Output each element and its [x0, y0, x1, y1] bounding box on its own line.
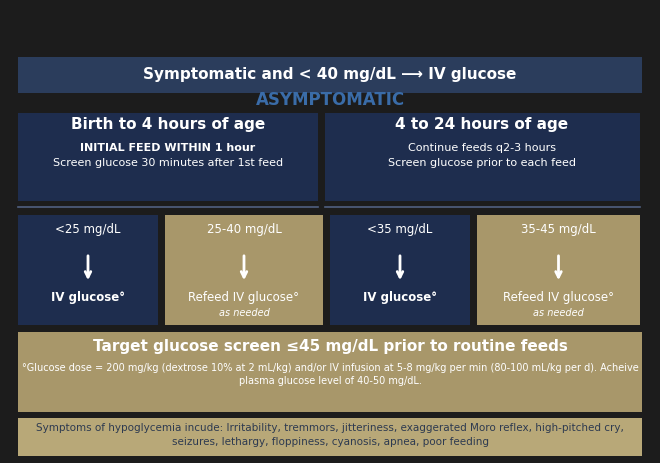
Bar — [325, 113, 640, 201]
Text: Birth to 4 hours of age: Birth to 4 hours of age — [71, 118, 265, 132]
Text: Screen glucose 30 minutes after 1st feed: Screen glucose 30 minutes after 1st feed — [53, 158, 283, 168]
Text: Screen glucose prior to each feed: Screen glucose prior to each feed — [388, 158, 576, 168]
Bar — [18, 215, 158, 325]
Bar — [330, 215, 470, 325]
Bar — [477, 215, 640, 325]
Text: Symptomatic and < 40 mg/dL ⟶ IV glucose: Symptomatic and < 40 mg/dL ⟶ IV glucose — [143, 68, 517, 82]
Bar — [18, 113, 318, 201]
Text: Symptoms of hypoglycemia incude: Irritability, tremmors, jitteriness, exaggerate: Symptoms of hypoglycemia incude: Irritab… — [36, 423, 624, 433]
Text: IV glucose°: IV glucose° — [51, 292, 125, 305]
Text: °Glucose dose = 200 mg/kg (dextrose 10% at 2 mL/kg) and/or IV infusion at 5-8 mg: °Glucose dose = 200 mg/kg (dextrose 10% … — [22, 363, 638, 373]
Text: ASYMPTOMATIC: ASYMPTOMATIC — [255, 91, 405, 109]
Text: 4 to 24 hours of age: 4 to 24 hours of age — [395, 118, 568, 132]
Text: seizures, lethargy, floppiness, cyanosis, apnea, poor feeding: seizures, lethargy, floppiness, cyanosis… — [172, 437, 488, 447]
Bar — [18, 418, 642, 456]
Text: <35 mg/dL: <35 mg/dL — [368, 223, 433, 236]
Text: Target glucose screen ≤45 mg/dL prior to routine feeds: Target glucose screen ≤45 mg/dL prior to… — [92, 338, 568, 353]
Bar — [0, 0, 660, 57]
Text: 25-40 mg/dL: 25-40 mg/dL — [207, 223, 281, 236]
Bar — [18, 332, 642, 412]
Text: INITIAL FEED WITHIN 1 hour: INITIAL FEED WITHIN 1 hour — [81, 143, 255, 153]
Text: Refeed IV glucose°: Refeed IV glucose° — [189, 292, 300, 305]
Text: <25 mg/dL: <25 mg/dL — [55, 223, 121, 236]
Bar — [165, 215, 323, 325]
Text: as needed: as needed — [218, 308, 269, 318]
Text: IV glucose°: IV glucose° — [363, 292, 437, 305]
Text: as needed: as needed — [533, 308, 584, 318]
Bar — [18, 57, 642, 93]
Text: plasma glucose level of 40-50 mg/dL.: plasma glucose level of 40-50 mg/dL. — [238, 376, 422, 386]
Text: 35-45 mg/dL: 35-45 mg/dL — [521, 223, 596, 236]
Text: Refeed IV glucose°: Refeed IV glucose° — [503, 292, 614, 305]
Text: Continue feeds q2-3 hours: Continue feeds q2-3 hours — [408, 143, 556, 153]
